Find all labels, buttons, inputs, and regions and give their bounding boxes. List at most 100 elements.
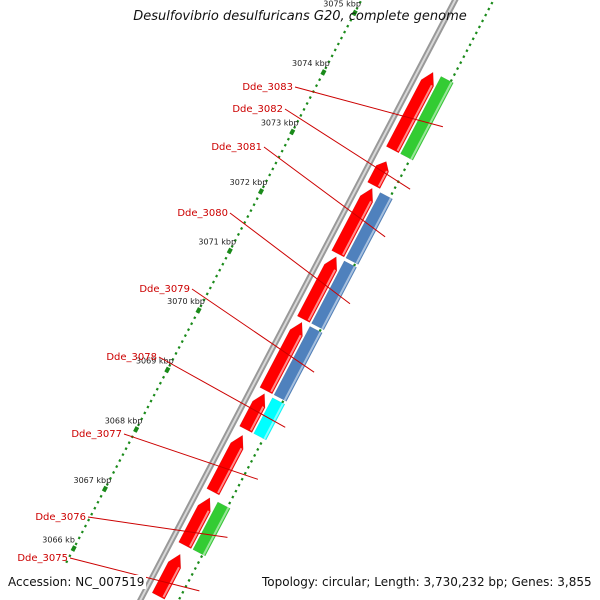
scale-dot: [231, 495, 235, 499]
scale-dot: [481, 19, 485, 23]
scale-dot: [200, 555, 204, 559]
scale-dot: [236, 232, 240, 236]
scale-dot: [87, 518, 91, 522]
major-tick: [164, 366, 171, 374]
scale-dot: [274, 161, 278, 165]
accession-text: Accession: NC_007519: [8, 575, 147, 589]
cds-arrow-shine: [189, 510, 210, 547]
scale-dot: [161, 375, 166, 379]
scale-dot: [246, 465, 250, 469]
scale-dot: [256, 447, 260, 452]
scale-dot: [186, 328, 191, 332]
label-leader: [69, 557, 200, 592]
scale-dot: [68, 554, 72, 558]
cds-arrow: [239, 393, 266, 433]
scale-dot: [80, 530, 84, 534]
tick-label: 3075 kbp: [323, 0, 361, 9]
major-tick: [70, 545, 77, 552]
cds-arrow-body: [331, 187, 374, 258]
cog-bar-body: [311, 260, 357, 331]
scale-dot: [358, 0, 362, 4]
scale-dot: [228, 501, 232, 505]
scale-dot: [168, 363, 172, 367]
tick-label: 3074 kbp: [292, 59, 330, 68]
cds-arrow-shine: [396, 84, 433, 152]
label-leader: [229, 212, 351, 305]
gene-features: [151, 71, 454, 600]
scale-dot: [240, 477, 244, 481]
scale-dot: [324, 66, 328, 70]
label-leader: [263, 146, 386, 238]
gene-label: Dde_3080: [177, 208, 228, 219]
topology-summary: Topology: circular; Length: 3,730,232 bp…: [262, 575, 592, 589]
tick-label: 3073 kbp: [261, 119, 299, 128]
scale-dot: [330, 54, 334, 58]
scale-dot: [471, 37, 475, 41]
cog-bar: [311, 260, 357, 331]
tick-label: 3071 kbp: [198, 238, 236, 247]
map-title: Desulfovibrio desulfuricans G20, complet…: [133, 9, 467, 24]
scale-dot: [171, 357, 175, 361]
gene-label: Dde_3076: [35, 512, 86, 523]
scale-dot: [202, 298, 206, 302]
scale-dot: [127, 441, 131, 445]
major-tick: [133, 426, 140, 433]
scale-dot: [187, 578, 191, 582]
scale-dot: [112, 470, 116, 475]
scale-dot: [193, 316, 197, 320]
scale-dot: [336, 42, 340, 46]
scale-dot: [305, 101, 309, 106]
scale-dot: [124, 447, 128, 451]
scale-dot: [343, 30, 347, 34]
scale-dot: [268, 173, 272, 177]
cds-arrow-shine: [217, 447, 243, 494]
major-tick: [320, 69, 327, 76]
major-tick: [226, 247, 233, 255]
label-leader: [158, 356, 286, 428]
scale-dot: [271, 167, 275, 171]
tick-label: 3067 kbp: [74, 476, 112, 485]
cds-arrow: [331, 187, 374, 258]
major-tick: [257, 188, 265, 195]
cds-arrow-body: [151, 553, 182, 600]
scale-dot: [108, 476, 112, 480]
scale-dot: [249, 459, 254, 463]
cds-arrow-body: [178, 497, 211, 549]
tick-label: 3070 kbp: [167, 297, 205, 306]
scale-dot: [180, 340, 184, 344]
cog-bar-body: [192, 501, 231, 557]
scale-dot: [283, 143, 287, 147]
major-tick: [289, 128, 296, 136]
scale-dot: [221, 262, 225, 266]
gene-label: Dde_3082: [232, 104, 283, 115]
cds-arrow: [178, 497, 211, 549]
scale-dot: [296, 119, 300, 123]
scale-dot: [178, 596, 182, 600]
scale-dot: [208, 286, 212, 290]
scale-dot: [181, 590, 185, 594]
scale-dot: [280, 149, 284, 153]
scale-dot: [259, 441, 263, 446]
scale-dot: [487, 7, 491, 11]
scale-dot: [183, 334, 187, 338]
scale-dot: [286, 137, 290, 141]
scale-dot: [174, 351, 178, 356]
gene-label: Dde_3083: [242, 82, 293, 93]
scale-dot: [333, 48, 337, 52]
scale-dot: [349, 18, 353, 22]
scale-dot: [90, 512, 94, 516]
cog-bar-body: [400, 76, 454, 161]
scale-dot: [465, 49, 469, 53]
scale-dot: [211, 280, 215, 284]
label-leader: [87, 516, 228, 538]
scale-dot: [240, 226, 244, 231]
scale-dot: [65, 560, 69, 564]
scale-dot: [143, 411, 147, 415]
scale-dot: [246, 215, 250, 219]
tick-label: 3068 kbp: [105, 416, 143, 425]
scale-dot: [452, 72, 456, 77]
scale-dot: [308, 96, 312, 100]
outer-dotted-track: [65, 0, 362, 564]
cds-arrow: [385, 71, 434, 154]
